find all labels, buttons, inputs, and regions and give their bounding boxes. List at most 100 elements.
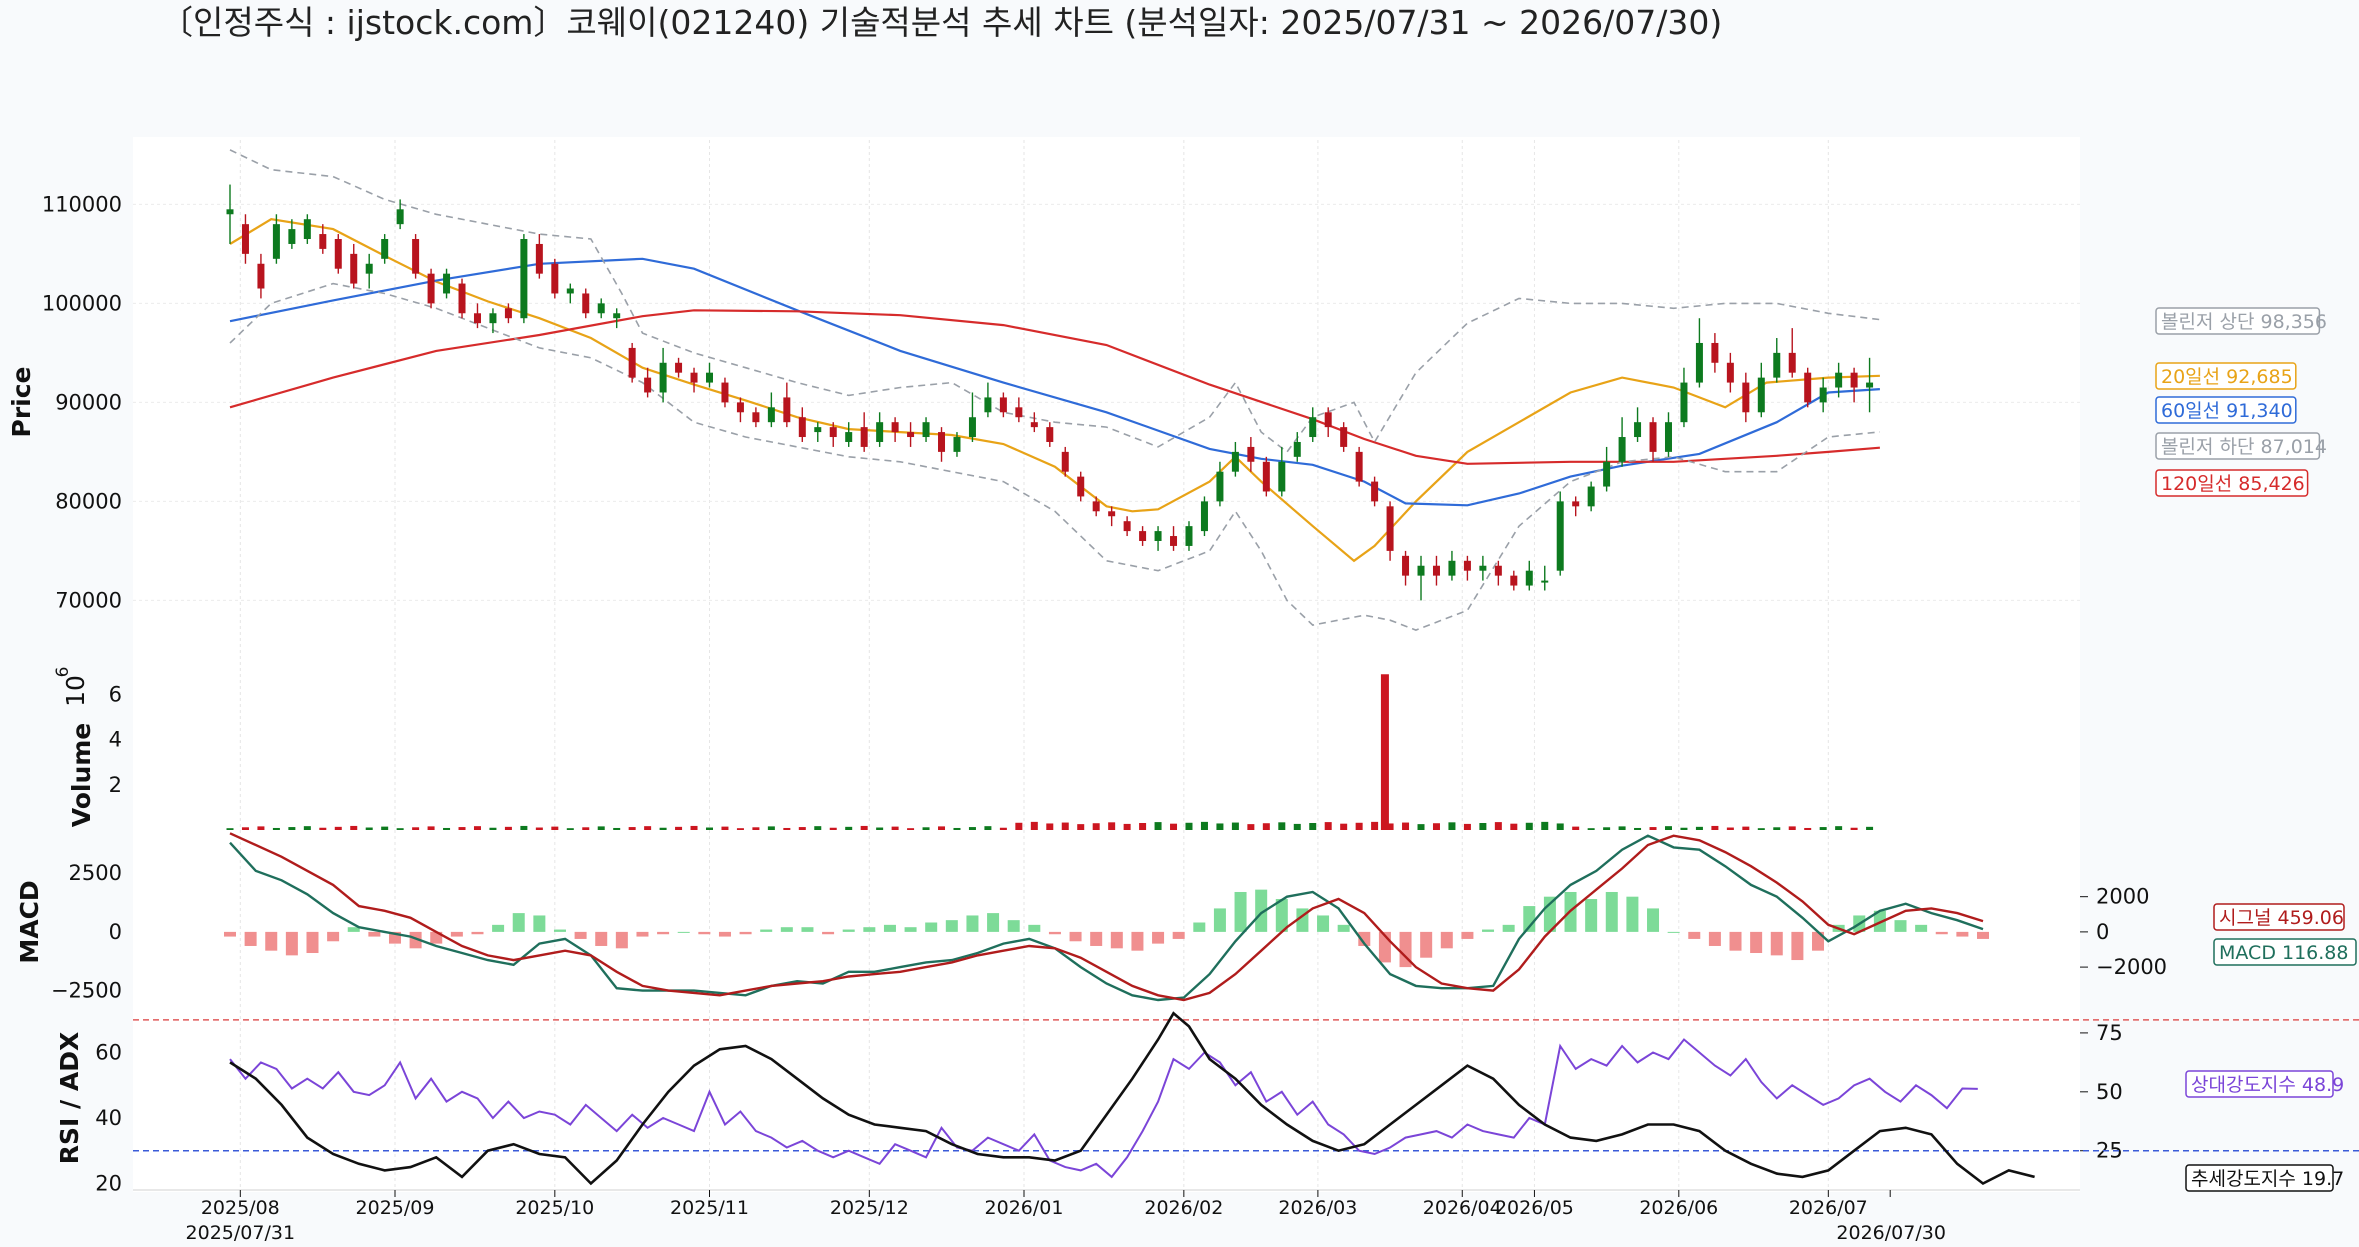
volume-bar [226, 828, 234, 830]
candle-body [520, 239, 528, 319]
volume-bar [1525, 822, 1533, 830]
candle-body [984, 397, 992, 413]
x-tick-label: 2026/04 [1423, 1197, 1502, 1219]
candle-body [1541, 580, 1549, 583]
volume-bar [1231, 822, 1239, 830]
volume-bar [845, 826, 853, 830]
candle-body [1185, 526, 1193, 546]
candle-body [1015, 407, 1023, 418]
volume-bar [1572, 826, 1580, 830]
volume-bar [489, 827, 497, 830]
macd-histogram-bar [471, 931, 484, 935]
volume-bar [613, 827, 621, 830]
volume-bar [1556, 823, 1564, 830]
volume-bar [1541, 821, 1549, 830]
volume-bar [1216, 823, 1224, 830]
macd-histogram-bar [1420, 931, 1433, 958]
candle-body [1092, 501, 1100, 512]
candle-body [814, 427, 822, 433]
volume-bar [1587, 828, 1595, 830]
rsi-right-tick-label: 75 [2096, 1021, 2123, 1045]
volume-bar [1850, 827, 1858, 830]
candle-body [1634, 422, 1642, 438]
candle-body [1556, 501, 1564, 571]
candle-body [1154, 531, 1162, 541]
macd-histogram-bar [1812, 931, 1825, 951]
volume-bar [1030, 821, 1038, 830]
price-tick-label: 80000 [55, 489, 122, 513]
macd-histogram-bar [1131, 931, 1144, 951]
rsi-tick-label: 40 [95, 1106, 122, 1130]
volume-bar [1680, 827, 1688, 830]
volume-bar [721, 826, 729, 830]
rsi-axis-label: RSI / ADX [55, 1032, 84, 1164]
macd-histogram-bar [265, 931, 278, 951]
macd-histogram-bar [595, 931, 608, 946]
macd-histogram-bar [285, 931, 298, 956]
x-tick-label: 2025/11 [670, 1197, 749, 1219]
macd-histogram-bar [1977, 931, 1989, 939]
candle-body [1417, 565, 1425, 576]
series-value-box [2213, 938, 2357, 966]
candle-body [968, 417, 976, 438]
volume-bar [1510, 823, 1518, 830]
candle-body [628, 347, 636, 378]
macd-histogram-bar [677, 931, 690, 933]
macd-histogram-bar [1069, 931, 1082, 942]
macd-histogram-bar [883, 924, 896, 932]
candle-body [1742, 382, 1750, 413]
candle-body [1170, 536, 1178, 546]
macd-histogram-bar [1152, 931, 1165, 944]
volume-bar [1634, 827, 1642, 830]
candle-body [752, 412, 760, 423]
volume-bar [1417, 824, 1425, 830]
candle-body [381, 239, 389, 259]
macd-histogram-bar [1647, 908, 1660, 932]
macd-histogram-bar [430, 931, 443, 944]
candle-body [566, 288, 574, 294]
x-tick-label: 2026/05 [1495, 1197, 1574, 1219]
volume-bar [1603, 827, 1611, 830]
volume-bar [1711, 825, 1719, 830]
volume-bar [752, 827, 760, 830]
volume-bar [504, 826, 512, 830]
macd-histogram-bar [1585, 899, 1598, 932]
candle-body [1695, 342, 1703, 383]
price-tick-label: 100000 [42, 291, 122, 315]
volume-tick-label: 2 [109, 773, 122, 797]
candle-body [1757, 377, 1765, 413]
volume-bar [829, 827, 837, 830]
macd-histogram-bar [512, 913, 525, 932]
candle-body [675, 362, 683, 373]
macd-histogram-bar [1337, 924, 1350, 932]
price-tick-label: 90000 [55, 390, 122, 414]
candle-body [1510, 575, 1518, 586]
macd-histogram-bar [1172, 931, 1185, 939]
volume-bar [814, 826, 822, 830]
macd-histogram-bar [347, 927, 360, 932]
volume-spike-bar [1380, 674, 1389, 830]
candle-body [1618, 437, 1626, 462]
macd-histogram-bar [1110, 931, 1123, 949]
volume-bar [1773, 827, 1781, 830]
volume-bar [1742, 826, 1750, 830]
candle-body [1525, 570, 1533, 586]
series-value-box [2155, 396, 2297, 424]
volume-bar [783, 827, 791, 830]
macd-histogram-bar [1048, 931, 1061, 935]
volume-bar [1695, 826, 1703, 830]
macd-histogram-bar [1688, 931, 1701, 939]
candle-body [1061, 451, 1069, 472]
candle-body [1324, 412, 1332, 428]
candle-body [845, 432, 853, 442]
macd-histogram-bar [244, 931, 257, 946]
macd-histogram-bar [1007, 920, 1020, 932]
x-tick-label: 2025/08 [201, 1197, 280, 1219]
series-value-label: 60일선 91,340 [2161, 400, 2293, 422]
price-series-line [229, 218, 1880, 563]
volume-bar [1448, 822, 1456, 830]
volume-bar [520, 825, 528, 830]
candle-body [1494, 565, 1502, 576]
volume-bar [922, 827, 930, 830]
volume-bar [1371, 821, 1379, 830]
